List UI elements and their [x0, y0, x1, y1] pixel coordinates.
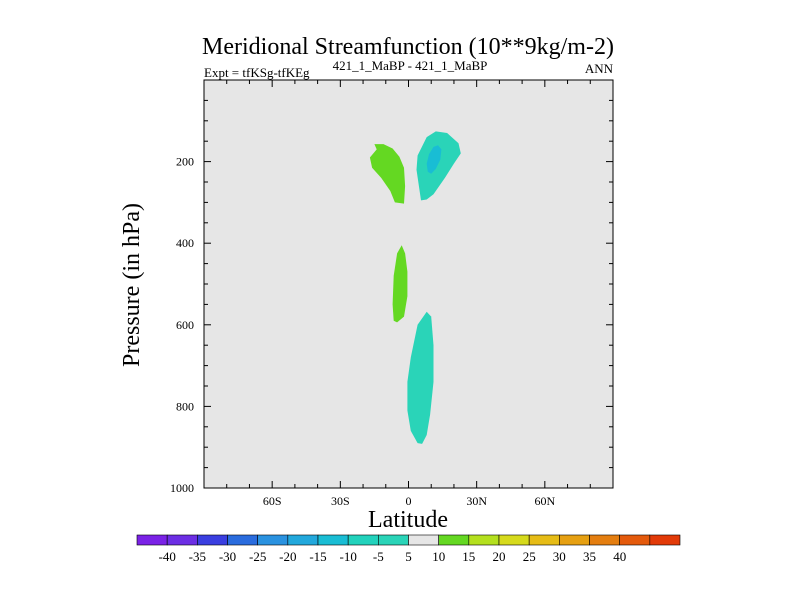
colorbar-swatch [528, 534, 560, 546]
run-label: 421_1_MaBP - 421_1_MaBP [333, 58, 488, 73]
contour-regions [369, 131, 461, 444]
colorbar-label: 25 [523, 549, 536, 564]
x-tick-label: 60S [263, 494, 282, 508]
colorbar-swatch [408, 534, 439, 546]
contour-lower-negative-cell [407, 311, 434, 444]
colorbar-label: 5 [405, 549, 412, 564]
colorbar-swatch [197, 534, 228, 546]
colorbar-swatch [619, 534, 651, 546]
colorbar-swatch [227, 534, 258, 546]
colorbar-swatch [166, 534, 198, 546]
x-tick-label: 60N [534, 494, 555, 508]
colorbar-label: -35 [189, 549, 206, 564]
x-tick-label: 30S [331, 494, 350, 508]
contour-upper-negative-cell [416, 131, 461, 201]
contour-mid-positive-cell [392, 245, 408, 323]
plot-area [204, 80, 613, 488]
y-tick-label: 1000 [170, 481, 194, 495]
colorbar-swatch [287, 534, 319, 546]
y-axis-label: Pressure (in hPa) [119, 203, 145, 367]
contour-upper-positive-cell [369, 144, 406, 204]
colorbar-swatch [317, 534, 349, 546]
x-axis-label: Latitude [368, 507, 448, 533]
colorbar-swatch [378, 534, 409, 546]
colorbar-swatch [136, 534, 168, 546]
y-tick-label: 200 [176, 155, 194, 169]
x-tick-label: 30N [466, 494, 487, 508]
colorbar-label: 35 [583, 549, 596, 564]
colorbar-label: -15 [309, 549, 326, 564]
colorbar-label: 15 [462, 549, 475, 564]
colorbar-label: -30 [219, 549, 236, 564]
colorbar-swatch [257, 534, 289, 546]
colorbar-label: -25 [249, 549, 266, 564]
colorbar-label: 20 [493, 549, 506, 564]
y-tick-label: 800 [176, 399, 194, 413]
colorbar-swatch [468, 534, 500, 546]
colorbar-label: 40 [613, 549, 626, 564]
expt-label: Expt = tfKSg-tfKEg [204, 65, 310, 80]
colorbar-label: 30 [553, 549, 566, 564]
x-tick-label: 0 [406, 494, 412, 508]
colorbar-swatch [649, 534, 681, 546]
colorbar-label: -5 [373, 549, 384, 564]
colorbar-label: -40 [159, 549, 176, 564]
contour-upper-negative-core [426, 145, 442, 174]
colorbar-label: 10 [432, 549, 445, 564]
colorbar: -40 -35 -30 -25 -20 -15 -10 -5 5 10 15 20 25 30 35 40 [136, 534, 681, 564]
y-tick-label: 600 [176, 318, 194, 332]
colorbar-swatch [347, 534, 379, 546]
colorbar-label: -10 [340, 549, 357, 564]
y-tick-label: 400 [176, 236, 194, 250]
colorbar-swatch [498, 534, 530, 546]
season-label: ANN [585, 61, 614, 76]
colorbar-swatch [438, 534, 470, 546]
colorbar-swatch [559, 534, 590, 546]
colorbar-label: -20 [279, 549, 296, 564]
chart-title: Meridional Streamfunction (10**9kg/m-2) [202, 34, 614, 60]
colorbar-swatch [589, 534, 620, 546]
axis-ticks: 200 400 600 800 1000 60S 30S 0 30N 60N [170, 79, 614, 508]
